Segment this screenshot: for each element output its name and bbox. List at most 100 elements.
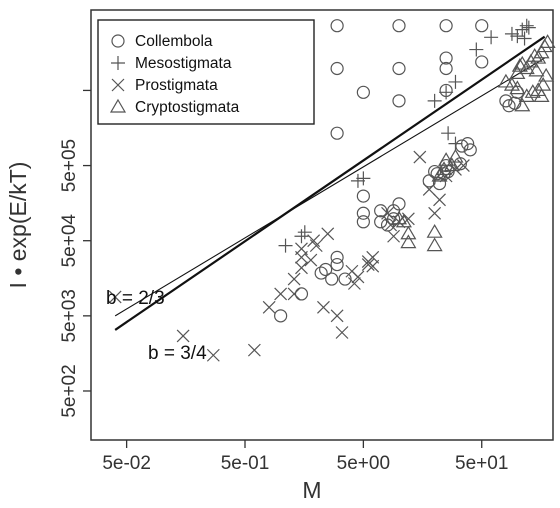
prostigmata-point <box>108 290 122 304</box>
prostigmata-point <box>330 309 344 323</box>
cryptostigmata-point <box>435 161 453 176</box>
triangle-icon <box>109 98 127 113</box>
legend-label-mesostigmata: Mesostigmata <box>135 55 232 72</box>
collembola-point <box>356 206 370 220</box>
collembola-point <box>330 19 344 33</box>
collembola-point <box>439 51 453 65</box>
y-tick-label: 5e+04 <box>59 214 80 268</box>
cryptostigmata-point <box>514 97 531 112</box>
collembola-point <box>392 19 406 33</box>
cryptostigmata-point <box>509 80 526 95</box>
mesostigmata-point <box>448 136 463 151</box>
collembola-point <box>475 19 489 33</box>
collembola-point <box>439 61 453 76</box>
collembola-point <box>463 143 477 157</box>
cryptostigmata-point <box>535 76 552 91</box>
prostigmata-point <box>384 218 398 232</box>
prostigmata-point <box>295 242 308 256</box>
collembola-point <box>502 99 516 113</box>
y-tick-label: 5e+05 <box>59 139 80 192</box>
mesostigmata-point <box>427 93 442 108</box>
legend-item-mesostigmata: Mesostigmata <box>111 55 232 72</box>
prostigmata-point <box>206 348 220 362</box>
data-points <box>108 18 556 362</box>
annotation-b-two-thirds: b = 2/3 <box>106 288 165 309</box>
circle-icon <box>111 34 125 48</box>
cryptostigmata-point <box>395 213 412 228</box>
mesostigmata-point <box>439 85 454 100</box>
prostigmata-point <box>413 150 427 164</box>
plot-area <box>90 9 554 441</box>
collembola-point <box>330 61 344 76</box>
cross-icon <box>111 78 125 92</box>
cryptostigmata-point <box>447 148 464 163</box>
cryptostigmata-point <box>443 157 460 172</box>
mesostigmata-point <box>510 29 525 44</box>
cryptostigmata-point <box>538 67 555 82</box>
fit-line-b-two-thirds <box>114 57 545 317</box>
mesostigmata-point <box>297 225 312 240</box>
cryptostigmata-point <box>518 60 535 75</box>
prostigmata-point <box>366 259 380 273</box>
legend-item-collembola: Collembola <box>111 33 213 50</box>
collembola-point <box>294 287 309 301</box>
mesostigmata-point <box>278 238 293 253</box>
x-tick-label: 5e+00 <box>337 453 390 474</box>
cryptostigmata-point <box>431 167 448 182</box>
cryptostigmata-point <box>530 49 547 64</box>
cryptostigmata-point <box>400 234 417 249</box>
mesostigmata-point <box>441 126 456 141</box>
collembola-point <box>392 61 406 76</box>
collembola-point <box>508 96 522 110</box>
plus-icon <box>111 56 125 70</box>
prostigmata-point <box>176 329 190 343</box>
collembola-point <box>356 189 370 203</box>
prostigmata-point <box>381 206 394 220</box>
legend-item-cryptostigmata: Cryptostigmata <box>109 98 240 116</box>
cryptostigmata-point <box>528 62 545 77</box>
prostigmata-point <box>335 326 349 339</box>
collembola-point <box>338 272 352 286</box>
collembola-point <box>319 262 333 277</box>
legend-label-cryptostigmata: Cryptostigmata <box>135 99 240 116</box>
x-axis: 5e-02 5e-01 5e+00 5e+01 <box>102 440 508 474</box>
prostigmata-point <box>287 272 301 286</box>
prostigmata-point <box>304 253 318 267</box>
x-axis-label: M <box>302 477 321 503</box>
fit-line-b-three-quarters <box>114 35 546 331</box>
cryptostigmata-point <box>524 84 541 98</box>
fit-lines <box>114 35 546 331</box>
prostigmata-point <box>422 182 436 196</box>
cryptostigmata-point <box>522 53 539 68</box>
prostigmata-point <box>307 234 321 248</box>
mesostigmata-point <box>504 26 519 41</box>
prostigmata-point <box>433 193 446 207</box>
prostigmata-point <box>262 300 276 314</box>
collembola-point <box>274 309 288 323</box>
mesostigmata-point <box>350 173 365 188</box>
mesostigmata-point <box>469 42 484 57</box>
collembola-point <box>314 266 328 280</box>
cryptostigmata-point <box>426 237 443 252</box>
x-tick-label: 5e-01 <box>221 453 270 474</box>
prostigmata-point <box>317 300 330 314</box>
prostigmata-point <box>428 206 442 220</box>
cryptostigmata-point <box>509 65 526 80</box>
y-tick-label: 5e+03 <box>59 289 80 342</box>
collembola-point <box>432 176 447 191</box>
prostigmata-point <box>287 287 301 301</box>
collembola-point <box>330 250 344 264</box>
mesostigmata-point <box>517 31 532 46</box>
prostigmata-point <box>247 343 261 357</box>
collembola-point <box>475 55 489 69</box>
collembola-point <box>325 272 339 286</box>
cryptostigmata-point <box>400 225 417 240</box>
mesostigmata-point <box>294 229 309 244</box>
prostigmata-point <box>274 287 288 301</box>
collembola-point <box>439 19 453 33</box>
legend-label-prostigmata: Prostigmata <box>135 77 218 94</box>
collembola-point <box>356 215 370 229</box>
collembola-point <box>392 94 406 108</box>
collembola-point <box>374 204 388 218</box>
